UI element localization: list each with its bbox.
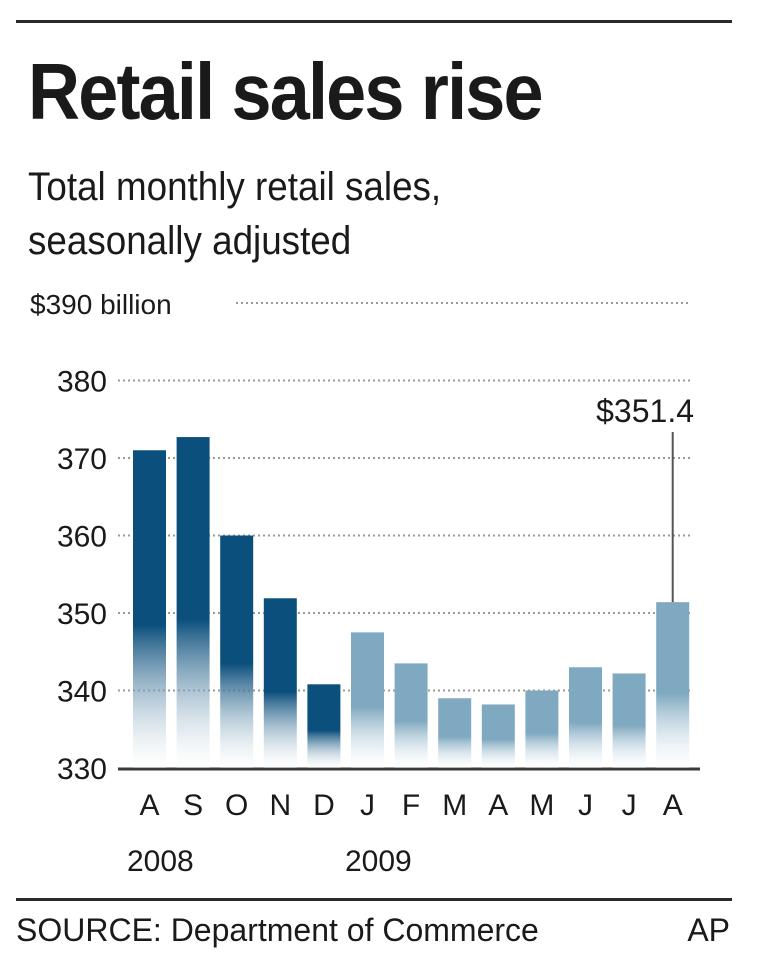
bar-0 [133,450,166,768]
bar-8 [481,704,515,768]
x-tick-label-10: J [578,789,593,822]
chart-title: Retail sales rise [28,47,544,136]
bar-3 [263,598,297,768]
x-tick-label-1: S [183,789,203,822]
y-tick-label-350: 350 [57,598,107,631]
x-tick-label-5: J [360,789,375,822]
source-note: SOURCE: Department of Commerce [16,912,539,948]
bar-10 [569,667,602,768]
credit-label: AP [687,912,730,948]
x-tick-label-7: M [442,789,467,822]
bar-5 [351,632,384,768]
x-tick-label-9: M [529,789,554,822]
bar-11 [612,673,646,768]
y-tick-label-370: 370 [57,443,107,476]
x-tick-label-2: O [225,789,248,822]
bar-layer [133,437,690,768]
x-tick-label-8: A [488,789,508,822]
year-label-2008: 2008 [127,845,194,878]
x-tick-label-11: J [622,789,637,822]
annotation-label: $351.4 [596,393,694,429]
bar-7 [438,698,472,768]
y-tick-label-360: 360 [57,521,107,554]
chart-subtitle: Total monthly retail sales, seasonally a… [28,160,441,268]
bar-6 [394,663,428,768]
top-rule [16,20,732,23]
y-tick-label-390: $390 billion [30,289,172,320]
bar-2 [220,535,254,768]
y-tick-label-340: 340 [57,676,107,709]
bottom-rule [16,898,732,901]
y-tick-label-330: 330 [57,753,107,786]
bar-1 [176,437,210,768]
bar-12 [656,602,690,768]
year-label-2009: 2009 [345,845,412,878]
y-tick-label-380: 380 [57,366,107,399]
x-tick-label-3: N [269,789,291,822]
x-tick-label-4: D [313,789,335,822]
x-tick-label-6: F [402,789,420,822]
x-tick-label-0: A [139,789,159,822]
subtitle-line-1: Total monthly retail sales, [28,165,442,209]
bar-4 [307,684,341,768]
bar-9 [525,690,559,768]
subtitle-line-2: seasonally adjusted [28,219,352,263]
x-tick-label-12: A [663,789,683,822]
